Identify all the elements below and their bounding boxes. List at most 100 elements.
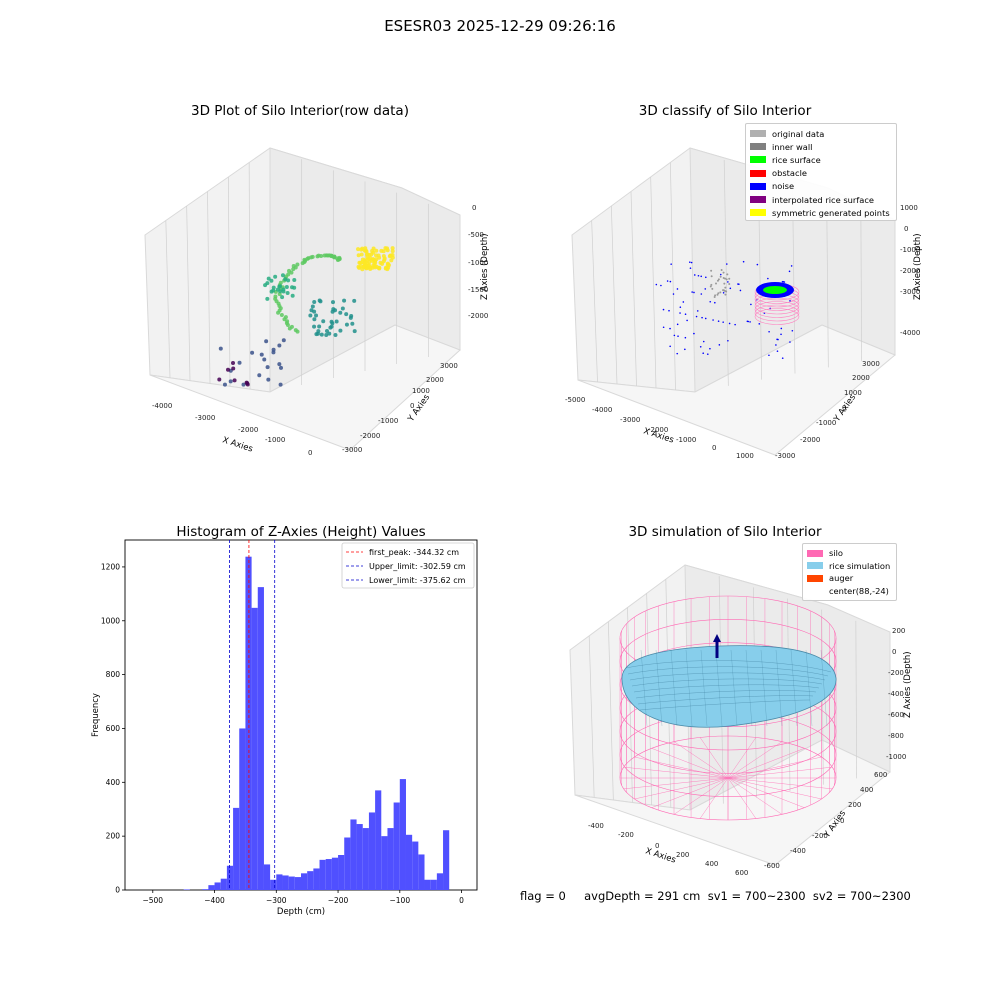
histogram-xtick-5: 0 xyxy=(459,896,464,905)
classify-legend-item-4: noise xyxy=(750,180,794,193)
histogram-y-ticks: 0 200 400 600 800 1000 1200 xyxy=(101,562,125,895)
classify-legend-item-5: interpolated rice surface xyxy=(750,193,874,206)
histogram-legend: first_peak: -344.32 cm Upper_limit: -302.… xyxy=(341,542,475,589)
classify-legend-swatch-4 xyxy=(750,182,766,190)
histogram-x-ticks: −500 −400 −300 −200 −100 0 xyxy=(142,890,464,905)
simulation-z-axis-label: Z Axies (Depth) xyxy=(903,651,913,718)
histogram-xtick-4: −100 xyxy=(390,896,411,905)
histogram-bar-6 xyxy=(233,807,240,890)
raw-ytick-0: -3000 xyxy=(342,446,362,454)
histogram-bar-19 xyxy=(313,868,320,890)
simulation-ztick-6: 200 xyxy=(892,627,905,635)
classify-ztick-5: 1000 xyxy=(900,204,918,212)
raw-xtick-4: 0 xyxy=(308,449,312,457)
classify-ytick-3: 0 xyxy=(842,404,846,412)
simulation-ytick-2: -200 xyxy=(812,832,828,840)
histogram-title: Histogram of Z-Axies (Height) Values xyxy=(176,524,426,540)
classify-scatter-points xyxy=(655,260,800,359)
classify-legend-item-3: obstacle xyxy=(750,167,807,180)
simulation-xtick-0: -400 xyxy=(588,822,604,830)
histogram-bar-20 xyxy=(319,859,326,890)
histogram-bar-26 xyxy=(356,824,363,890)
classify-legend-label-0: original data xyxy=(772,128,825,139)
classify-legend-label-3: obstacle xyxy=(772,168,807,179)
simulation-ztick-4: -200 xyxy=(888,669,904,677)
classify-xtick-3: -2000 xyxy=(648,426,668,434)
histogram-xtick-1: −400 xyxy=(204,896,225,905)
simulation-ztick-5: 0 xyxy=(892,648,896,656)
simulation-legend-item-1: rice simulation xyxy=(807,560,890,573)
histogram-bar-13 xyxy=(276,874,283,890)
histogram-xtick-3: −200 xyxy=(328,896,349,905)
classify-ytick-5: 2000 xyxy=(852,374,870,382)
histogram-bar-9 xyxy=(251,607,258,890)
simulation-legend-label-0: silo xyxy=(829,548,844,559)
classify-xtick-2: -3000 xyxy=(620,416,640,424)
simulation-ytick-0: -600 xyxy=(764,862,780,870)
histogram-bar-30 xyxy=(381,836,388,890)
classify-ztick-0: -4000 xyxy=(900,329,920,337)
simulation-ytick-5: 400 xyxy=(860,786,873,794)
histogram-bar-8 xyxy=(245,556,252,890)
histogram-reference-lines xyxy=(229,540,276,890)
classify-legend-swatch-2 xyxy=(750,156,766,164)
histogram-ytick-3: 600 xyxy=(106,724,121,733)
classify-legend-label-4: noise xyxy=(772,181,795,192)
histogram-legend-label-2: Lower_limit: -375.62 cm xyxy=(369,576,466,585)
classify-ztick-4: 0 xyxy=(904,225,908,233)
classify-ytick-6: 3000 xyxy=(862,360,880,368)
raw-ytick-3: 0 xyxy=(410,402,414,410)
classify-legend-swatch-6 xyxy=(750,209,766,217)
histogram-ytick-5: 1000 xyxy=(101,616,120,625)
histogram-bar-29 xyxy=(375,790,382,890)
figure-title: ESESR03 2025-12-29 09:26:16 xyxy=(384,17,616,35)
classify-xtick-5: 0 xyxy=(712,444,716,452)
simulation-legend: silo rice simulation auger center(88,-24) xyxy=(802,543,897,601)
simulation-legend-item-0: silo xyxy=(807,547,843,560)
simulation-legend-item-3: center(88,-24) xyxy=(807,585,889,598)
simulation-legend-label-3: center(88,-24) xyxy=(829,585,889,596)
simulation-ytick-4: 200 xyxy=(848,801,861,809)
simulation-legend-swatch-2 xyxy=(807,574,823,582)
histogram-bar-31 xyxy=(387,828,394,890)
classify-legend-item-2: rice surface xyxy=(750,153,821,166)
raw-ztick-3: -500 xyxy=(468,231,484,239)
histogram-bar-40 xyxy=(443,830,450,890)
histogram-bar-7 xyxy=(239,728,246,890)
status-text: flag = 0 avgDepth = 291 cm sv1 = 700~230… xyxy=(520,889,911,903)
classify-legend-swatch-0 xyxy=(750,130,766,138)
raw-ztick-2: -1000 xyxy=(468,259,488,267)
histogram-bar-35 xyxy=(412,841,419,890)
histogram-bar-18 xyxy=(307,871,314,890)
classify-legend-label-6: symmetric generated points xyxy=(772,207,890,218)
histogram-bar-3 xyxy=(214,882,221,890)
histogram-bar-34 xyxy=(405,834,413,890)
raw-ytick-4: 1000 xyxy=(412,387,430,395)
histogram-bar-12 xyxy=(270,879,277,890)
histogram-bar-14 xyxy=(282,875,289,890)
classify-legend-label-2: rice surface xyxy=(772,154,821,165)
simulation-legend-swatch-3 xyxy=(807,587,823,594)
raw-x-axis-label: X Axies xyxy=(221,435,254,454)
classify-xtick-1: -4000 xyxy=(592,406,612,414)
histogram-ytick-2: 400 xyxy=(106,778,121,787)
classify-ztick-3: -1000 xyxy=(900,246,920,254)
simulation-legend-item-2: auger xyxy=(807,572,853,585)
raw-ztick-1: -1500 xyxy=(468,286,488,294)
simulation-ytick-1: -400 xyxy=(790,847,806,855)
histogram-bar-28 xyxy=(368,812,376,890)
histogram-x-axis-label: Depth (cm) xyxy=(277,907,325,917)
histogram-bar-11 xyxy=(263,864,271,890)
raw-ytick-6: 3000 xyxy=(440,362,458,370)
classify-ytick-1: -2000 xyxy=(800,436,820,444)
classify-legend-item-6: symmetric generated points xyxy=(750,206,890,219)
classify-ytick-0: -3000 xyxy=(775,452,795,460)
histogram-bar-37 xyxy=(424,879,431,890)
classify-xtick-0: -5000 xyxy=(565,396,585,404)
classify-legend-label-1: inner wall xyxy=(772,141,813,152)
histogram-bar-33 xyxy=(399,779,406,890)
classify-xtick-4: -1000 xyxy=(676,436,696,444)
classify-ztick-2: -2000 xyxy=(900,267,920,275)
raw-xtick-0: -4000 xyxy=(152,402,172,410)
classify-legend-swatch-3 xyxy=(750,169,766,177)
